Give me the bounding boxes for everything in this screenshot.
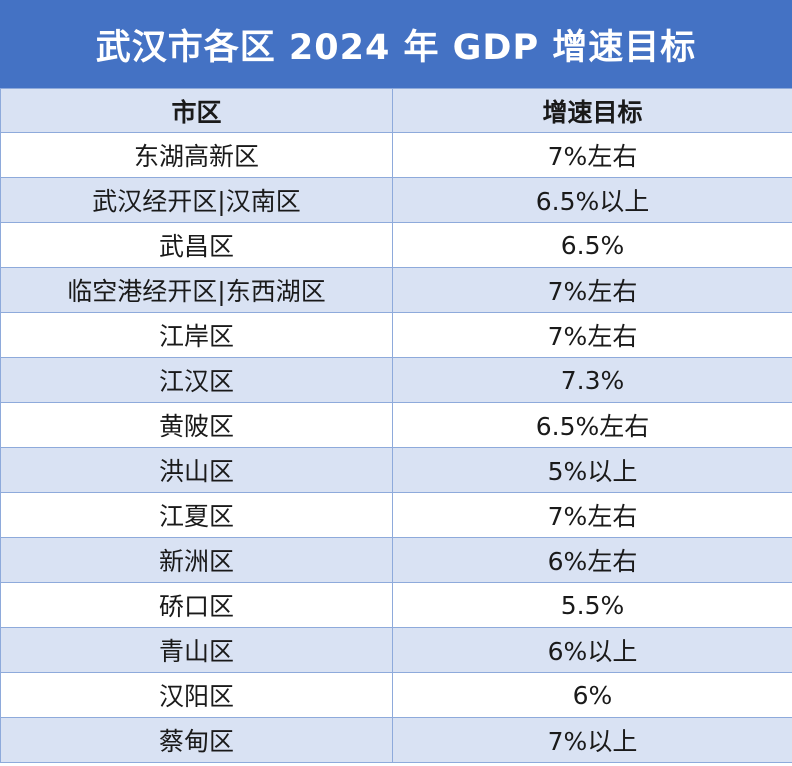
target-cell: 7%左右: [392, 492, 792, 538]
table-row: 新洲区 6%左右: [0, 537, 792, 583]
table-row: 黄陂区 6.5%左右: [0, 402, 792, 448]
target-cell: 6.5%左右: [392, 402, 792, 448]
target-cell: 5.5%: [392, 582, 792, 628]
district-cell: 江岸区: [0, 312, 393, 358]
target-cell: 7%左右: [392, 132, 792, 178]
table-row: 江夏区 7%左右: [0, 492, 792, 538]
district-cell: 东湖高新区: [0, 132, 393, 178]
target-cell: 6.5%: [392, 222, 792, 268]
column-header-target: 增速目标: [392, 88, 792, 133]
district-cell: 新洲区: [0, 537, 393, 583]
target-cell: 6%以上: [392, 627, 792, 673]
district-cell: 洪山区: [0, 447, 393, 493]
target-cell: 6%左右: [392, 537, 792, 583]
district-cell: 武昌区: [0, 222, 393, 268]
district-cell: 武汉经开区|汉南区: [0, 177, 393, 223]
table-row: 武汉经开区|汉南区 6.5%以上: [0, 177, 792, 223]
gdp-target-table: 市区 增速目标 东湖高新区 7%左右 武汉经开区|汉南区 6.5%以上 武昌区 …: [0, 88, 792, 763]
target-cell: 7%左右: [392, 312, 792, 358]
table-body: 东湖高新区 7%左右 武汉经开区|汉南区 6.5%以上 武昌区 6.5% 临空港…: [0, 132, 792, 763]
table-row: 江岸区 7%左右: [0, 312, 792, 358]
district-cell: 汉阳区: [0, 672, 393, 718]
table-row: 青山区 6%以上: [0, 627, 792, 673]
target-cell: 6.5%以上: [392, 177, 792, 223]
table-row: 东湖高新区 7%左右: [0, 132, 792, 178]
table-row: 洪山区 5%以上: [0, 447, 792, 493]
target-cell: 5%以上: [392, 447, 792, 493]
table-row: 武昌区 6.5%: [0, 222, 792, 268]
target-cell: 7%左右: [392, 267, 792, 313]
district-cell: 蔡甸区: [0, 717, 393, 763]
district-cell: 黄陂区: [0, 402, 393, 448]
target-cell: 7%以上: [392, 717, 792, 763]
table-title: 武汉市各区 2024 年 GDP 增速目标: [0, 0, 792, 88]
table-row: 临空港经开区|东西湖区 7%左右: [0, 267, 792, 313]
district-cell: 江汉区: [0, 357, 393, 403]
table-header-row: 市区 增速目标: [0, 88, 792, 133]
target-cell: 6%: [392, 672, 792, 718]
table-row: 江汉区 7.3%: [0, 357, 792, 403]
table-row: 硚口区 5.5%: [0, 582, 792, 628]
district-cell: 硚口区: [0, 582, 393, 628]
district-cell: 青山区: [0, 627, 393, 673]
table-row: 汉阳区 6%: [0, 672, 792, 718]
column-header-district: 市区: [0, 88, 393, 133]
target-cell: 7.3%: [392, 357, 792, 403]
table-row: 蔡甸区 7%以上: [0, 717, 792, 763]
district-cell: 江夏区: [0, 492, 393, 538]
district-cell: 临空港经开区|东西湖区: [0, 267, 393, 313]
